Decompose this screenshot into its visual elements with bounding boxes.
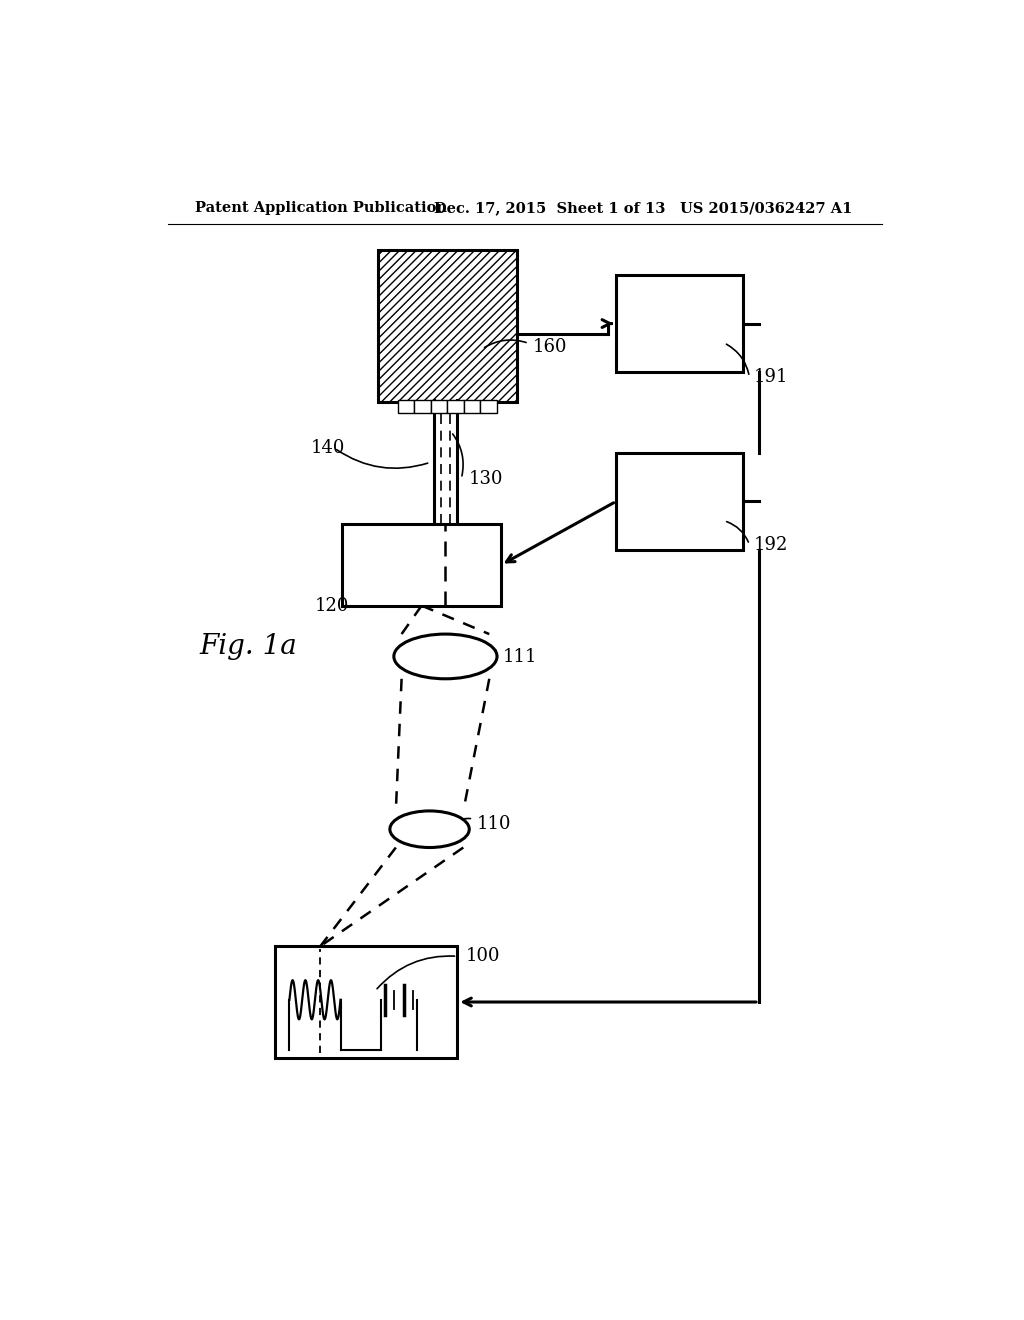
Text: Fig. 1a: Fig. 1a [200,632,297,660]
Bar [415,400,431,412]
Text: 140: 140 [310,440,345,457]
Text: US 2015/0362427 A1: US 2015/0362427 A1 [680,201,852,215]
Text: 192: 192 [754,536,787,553]
Text: 160: 160 [532,338,567,355]
Text: 191: 191 [754,368,787,385]
Bar [431,400,447,412]
Text: 130: 130 [469,470,504,487]
Ellipse shape [394,634,497,678]
Text: 110: 110 [477,816,512,833]
Bar [616,276,743,372]
Text: 111: 111 [503,648,537,665]
Bar [274,946,458,1057]
Bar [397,400,415,412]
Bar [464,400,480,412]
Bar [342,524,501,606]
Text: 120: 120 [314,597,349,615]
Bar [616,453,743,549]
Text: 100: 100 [465,948,500,965]
Bar [480,400,497,412]
Bar [378,249,517,403]
Bar [447,400,464,412]
Text: Patent Application Publication: Patent Application Publication [196,201,447,215]
Text: Dec. 17, 2015  Sheet 1 of 13: Dec. 17, 2015 Sheet 1 of 13 [433,201,665,215]
Ellipse shape [390,810,469,847]
